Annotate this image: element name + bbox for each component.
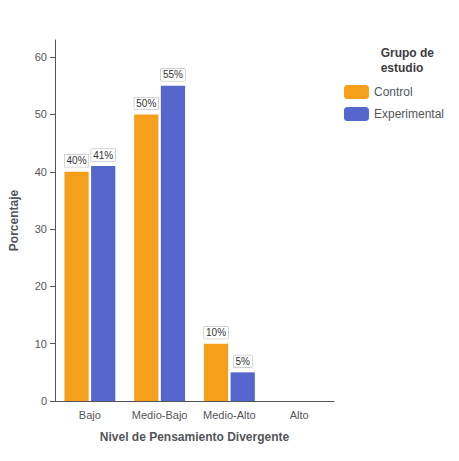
svg-text:Alto: Alto [290,409,309,421]
svg-text:50: 50 [35,108,47,120]
svg-text:Medio-Bajo: Medio-Bajo [132,409,188,421]
svg-text:20: 20 [35,280,47,292]
svg-text:5%: 5% [235,356,250,367]
svg-text:50%: 50% [136,98,156,109]
svg-text:40%: 40% [67,155,87,166]
svg-text:Porcentaje: Porcentaje [7,189,21,251]
svg-text:Medio-Alto: Medio-Alto [203,409,256,421]
svg-text:10: 10 [35,338,47,350]
svg-text:40: 40 [35,166,47,178]
svg-text:0: 0 [41,395,47,407]
svg-text:Nivel de Pensamiento Divergent: Nivel de Pensamiento Divergente [100,430,290,444]
svg-text:60: 60 [35,51,47,63]
svg-text:Control: Control [374,85,413,99]
svg-text:estudio: estudio [381,61,424,75]
svg-text:Experimental: Experimental [374,107,444,121]
svg-text:41%: 41% [93,150,113,161]
svg-text:Bajo: Bajo [79,409,101,421]
svg-text:55%: 55% [163,69,183,80]
svg-text:30: 30 [35,223,47,235]
svg-text:10%: 10% [206,327,226,338]
svg-text:Grupo de: Grupo de [381,46,435,60]
